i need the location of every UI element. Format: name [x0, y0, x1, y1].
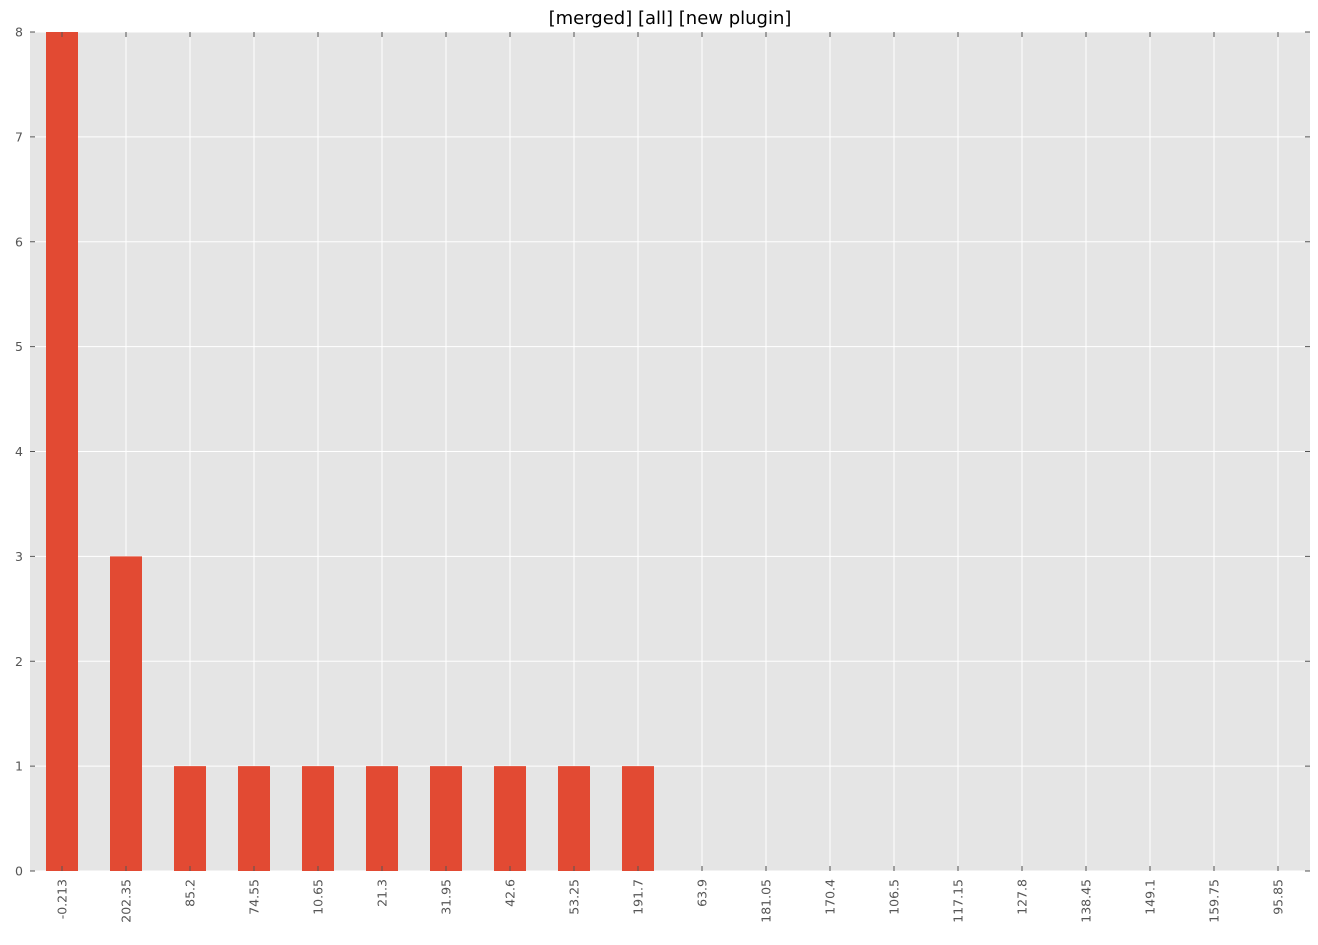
bar	[110, 556, 142, 871]
x-tick-label: 95.85	[1271, 879, 1286, 915]
x-tick-label: 127.8	[1015, 879, 1030, 915]
x-tick-label: 74.55	[247, 879, 262, 915]
x-tick-label: 106.5	[887, 879, 902, 915]
x-tick-label: 159.75	[1207, 879, 1222, 923]
x-tick-label: 85.2	[183, 879, 198, 907]
x-tick-label: 138.45	[1079, 879, 1094, 923]
chart-title: [merged] [all] [new plugin]	[549, 8, 792, 29]
y-axis: 0 1 2 3 4 5 6 7 8	[15, 25, 1310, 879]
x-tick-label: 31.95	[439, 879, 454, 915]
x-tick-label: 149.1	[1143, 879, 1158, 915]
bar	[174, 766, 206, 871]
y-tick-label: 0	[15, 864, 23, 879]
x-tick-label: 191.7	[631, 879, 646, 915]
y-tick-label: 4	[15, 444, 23, 459]
x-tick-label: 63.9	[695, 879, 710, 907]
x-tick-label: 202.35	[119, 879, 134, 923]
x-tick-label: 10.65	[311, 879, 326, 915]
bar	[366, 766, 398, 871]
x-tick-label: 181.05	[759, 879, 774, 923]
bar	[302, 766, 334, 871]
x-tick-label: 53.25	[567, 879, 582, 915]
y-tick-label: 7	[15, 129, 23, 144]
bar	[622, 766, 654, 871]
bars	[46, 32, 654, 871]
y-tick-label: 3	[15, 549, 23, 564]
y-tick-label: 8	[15, 25, 23, 40]
x-tick-label: 117.15	[951, 879, 966, 923]
x-axis: -0.213 202.35 85.2 74.55 10.65 21.3 31.95 42.6 5…	[55, 32, 1286, 923]
bar	[558, 766, 590, 871]
x-tick-label: 42.6	[503, 879, 518, 907]
bar	[238, 766, 270, 871]
bar	[46, 32, 78, 871]
x-tick-label: -0.213	[55, 879, 70, 919]
bar	[430, 766, 462, 871]
x-tick-label: 21.3	[375, 879, 390, 907]
bar	[494, 766, 526, 871]
y-tick-label: 5	[15, 339, 23, 354]
y-tick-label: 6	[15, 234, 23, 249]
y-tick-label: 1	[15, 759, 23, 774]
x-tick-label: 170.4	[823, 879, 838, 915]
y-tick-label: 2	[15, 654, 23, 669]
